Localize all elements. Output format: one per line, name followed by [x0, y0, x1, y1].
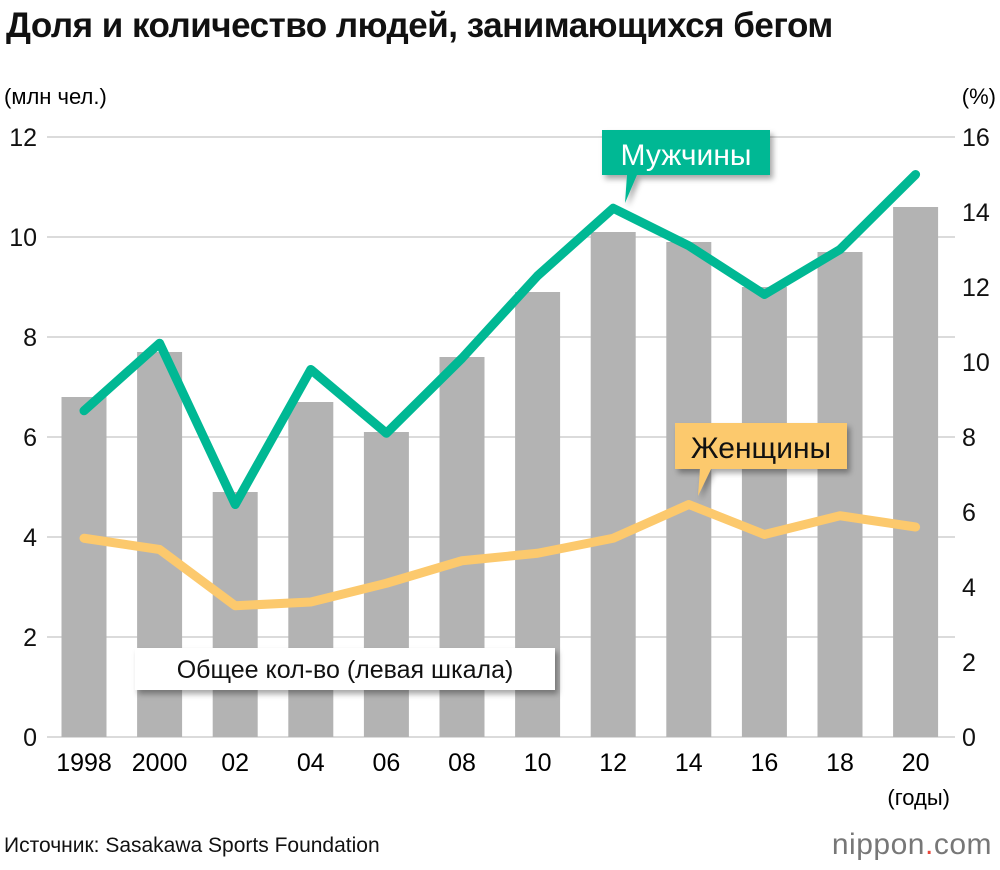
bar [212, 492, 258, 737]
bar [741, 287, 787, 737]
left-tick-label: 2 [23, 624, 37, 652]
logo-tld: com [933, 828, 992, 861]
right-tick-label: 0 [962, 724, 976, 752]
logo-dot: . [924, 828, 934, 861]
x-tick-label: 18 [826, 749, 854, 777]
x-tick-label: 20 [902, 749, 930, 777]
x-tick-label: 16 [750, 749, 778, 777]
logo-name: nippon [831, 828, 925, 861]
women-callout [675, 423, 847, 496]
left-tick-label: 6 [23, 424, 37, 452]
left-tick-label: 8 [23, 324, 37, 352]
x-axis-label: (годы) [887, 785, 950, 810]
right-tick-label: 16 [962, 124, 990, 152]
bar [666, 242, 712, 737]
total-legend-box [135, 648, 555, 690]
left-tick-label: 4 [23, 524, 37, 552]
source-note: Источник: Sasakawa Sports Foundation [4, 834, 380, 857]
bar [817, 252, 863, 737]
right-tick-label: 10 [962, 349, 990, 377]
women-callout-label: Женщины [691, 432, 831, 465]
left-tick-label: 10 [9, 224, 37, 252]
x-tick-label: 2000 [132, 749, 188, 777]
nippon-logo: nippon.com [832, 828, 992, 862]
x-tick-label: 1998 [56, 749, 112, 777]
x-tick-label: 04 [297, 749, 325, 777]
x-tick-label: 08 [448, 749, 476, 777]
x-tick-label: 14 [675, 749, 703, 777]
right-tick-label: 12 [962, 274, 990, 302]
line-men [79, 170, 921, 509]
left-tick-label: 12 [9, 124, 37, 152]
left-tick-label: 0 [23, 724, 37, 752]
bar [61, 397, 107, 737]
bar [893, 207, 939, 737]
x-tick-label: 06 [372, 749, 400, 777]
right-axis-label: (%) [962, 84, 996, 109]
x-tick-label: 12 [599, 749, 627, 777]
line-women [79, 500, 921, 611]
x-tick-label: 10 [524, 749, 552, 777]
men-callout [602, 130, 770, 203]
right-tick-label: 4 [962, 574, 976, 602]
right-tick-label: 14 [962, 199, 990, 227]
x-tick-label: 02 [221, 749, 249, 777]
bar [590, 232, 636, 737]
right-tick-label: 2 [962, 649, 976, 677]
chart-title: Доля и количество людей, занимающихся бе… [6, 6, 833, 45]
right-tick-label: 8 [962, 424, 976, 452]
right-tick-label: 6 [962, 499, 976, 527]
total-legend-label: Общее кол-во (левая шкала) [177, 656, 514, 684]
men-callout-label: Мужчины [621, 139, 752, 172]
left-axis-label: (млн чел.) [4, 84, 107, 109]
